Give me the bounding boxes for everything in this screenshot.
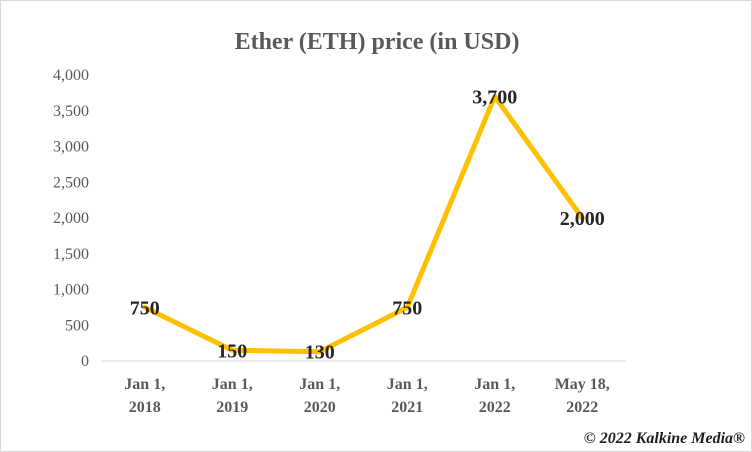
x-tick-label-line: May 18, xyxy=(555,376,610,393)
y-tick-label: 0 xyxy=(81,353,89,370)
series-line xyxy=(142,93,585,355)
data-point xyxy=(492,93,498,99)
x-tick-label: May 18, 2022 xyxy=(555,376,610,416)
x-tick-label: Jan 1, 2018 xyxy=(124,376,165,416)
x-tick-label-line: 2022 xyxy=(566,399,598,416)
x-tick-label: Jan 1, 2020 xyxy=(299,376,340,416)
x-axis: Jan 1, 2018 Jan 1, 2019 Jan 1, 2020 Jan 1, 2021… xyxy=(101,360,626,416)
data-label: 2,000 xyxy=(560,208,605,230)
x-tick-label-line: 2018 xyxy=(129,399,161,416)
data-label: 150 xyxy=(217,340,247,362)
plot-area: 750 150 130 750 3,700 2,000 xyxy=(130,86,605,363)
y-tick-label: 500 xyxy=(65,317,89,334)
y-tick-label: 3,000 xyxy=(53,139,89,156)
x-tick-label: Jan 1, 2022 xyxy=(474,376,515,416)
y-tick-label: 3,500 xyxy=(53,103,89,120)
copyright-credit: © 2022 Kalkine Media® xyxy=(584,430,745,447)
chart-title: Ether (ETH) price (in USD) xyxy=(235,29,520,55)
data-point xyxy=(317,349,323,355)
data-label: 750 xyxy=(130,297,160,319)
data-point xyxy=(404,304,410,310)
y-tick-label: 1,500 xyxy=(53,246,89,263)
x-tick-label-line: 2020 xyxy=(304,399,336,416)
y-tick-label: 2,500 xyxy=(53,174,89,191)
data-point xyxy=(229,347,235,353)
data-point xyxy=(142,304,148,310)
data-point xyxy=(579,215,585,221)
x-tick-label-line: 2022 xyxy=(479,399,511,416)
y-tick-label: 2,000 xyxy=(53,210,89,227)
x-tick-label-line: Jan 1, xyxy=(299,376,340,393)
x-tick-label-line: Jan 1, xyxy=(124,376,165,393)
y-tick-label: 4,000 xyxy=(53,67,89,84)
x-tick-label-line: 2021 xyxy=(391,399,423,416)
x-tick-label: Jan 1, 2021 xyxy=(387,376,428,416)
data-label: 3,700 xyxy=(472,86,517,108)
data-label: 130 xyxy=(305,342,335,364)
x-tick-label-line: 2019 xyxy=(216,399,248,416)
y-tick-label: 1,000 xyxy=(53,282,89,299)
data-label: 750 xyxy=(392,297,422,319)
x-tick-label-line: Jan 1, xyxy=(474,376,515,393)
x-tick-label: Jan 1, 2019 xyxy=(212,376,253,416)
x-tick-label-line: Jan 1, xyxy=(387,376,428,393)
y-axis: 0 500 1,000 1,500 2,000 2,500 3,000 3,500 4,000 xyxy=(53,67,89,370)
x-tick-label-line: Jan 1, xyxy=(212,376,253,393)
